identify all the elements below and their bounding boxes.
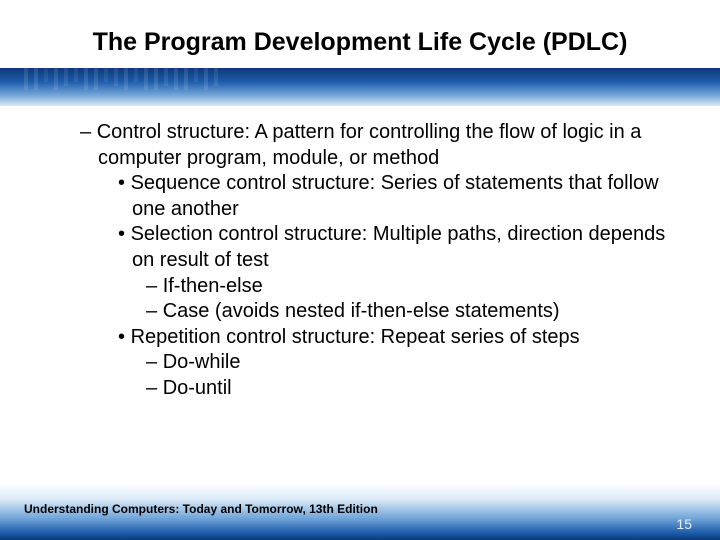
bullet-level1: Control structure: A pattern for control…: [98, 120, 680, 171]
bullet-level2: Selection control structure: Multiple pa…: [132, 222, 680, 273]
bullet-level3: If-then-else: [162, 274, 680, 300]
bullet-level2: Sequence control structure: Series of st…: [132, 171, 680, 222]
page-number: 15: [676, 516, 692, 532]
bullet-level3: Case (avoids nested if-then-else stateme…: [162, 299, 680, 325]
header-decorative-marks: [24, 68, 264, 90]
bullet-level3: Do-until: [162, 376, 680, 402]
bullet-level2: Repetition control structure: Repeat ser…: [132, 325, 680, 351]
bullet-level3: Do-while: [162, 350, 680, 376]
slide-body: Control structure: A pattern for control…: [80, 120, 680, 402]
title-region: The Program Development Life Cycle (PDLC…: [0, 0, 720, 110]
slide: The Program Development Life Cycle (PDLC…: [0, 0, 720, 540]
slide-title: The Program Development Life Cycle (PDLC…: [0, 28, 720, 57]
footer-text: Understanding Computers: Today and Tomor…: [24, 502, 378, 516]
